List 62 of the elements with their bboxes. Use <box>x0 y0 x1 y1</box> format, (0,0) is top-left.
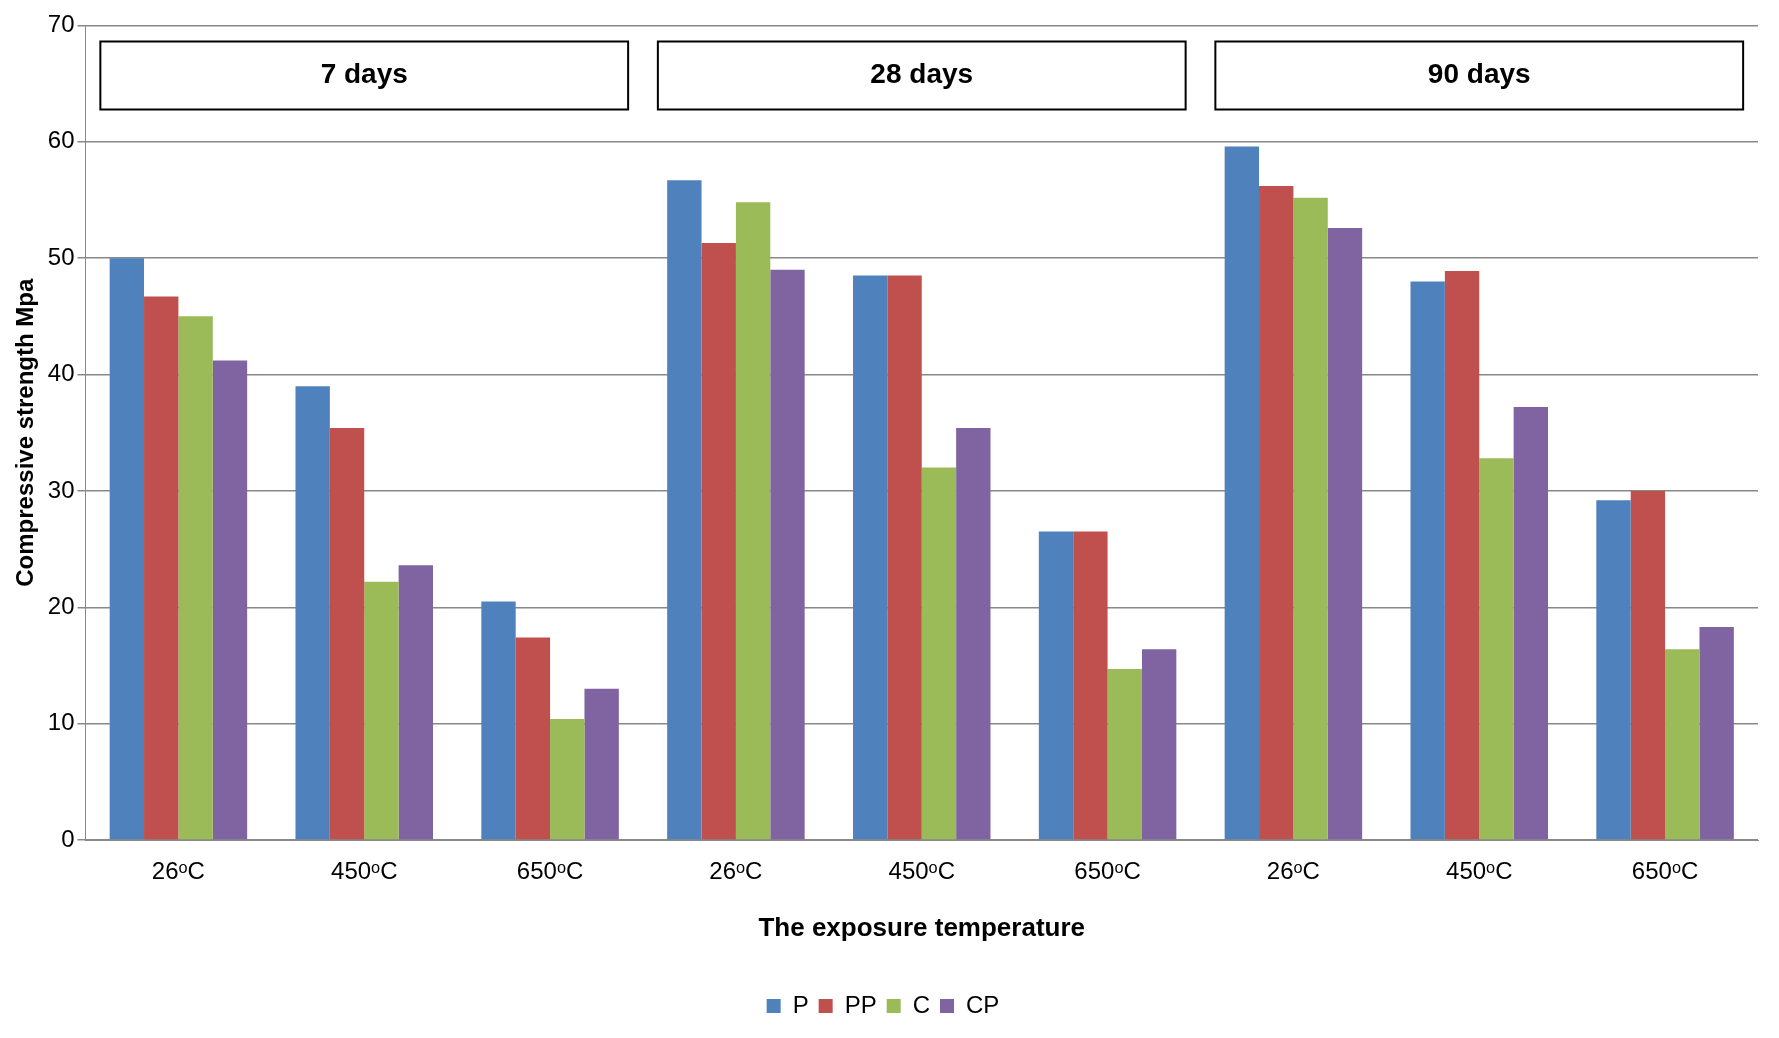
bar <box>550 718 585 840</box>
bar <box>1107 668 1142 840</box>
y-axis-title: Compressive strength Mpa <box>11 278 39 587</box>
bar <box>956 428 991 840</box>
y-tick-label: 0 <box>61 824 75 852</box>
bar <box>770 269 805 840</box>
x-tick-label: 650ᵒC <box>516 857 584 885</box>
y-tick-label: 50 <box>47 242 75 270</box>
bar <box>364 581 399 840</box>
bar <box>852 275 888 840</box>
bar <box>1596 500 1631 840</box>
bar <box>1073 531 1108 840</box>
x-tick-label: 450ᵒC <box>888 857 955 885</box>
bar <box>667 180 702 840</box>
bar <box>398 565 434 840</box>
bar <box>584 688 619 840</box>
y-tick-label: 60 <box>47 126 75 154</box>
bar <box>1327 227 1363 840</box>
bar <box>295 386 330 840</box>
bar <box>1224 146 1260 840</box>
legend-label: P <box>792 990 809 1018</box>
bar <box>1699 627 1734 840</box>
bar <box>1038 531 1074 840</box>
x-tick-label: 450ᵒC <box>1446 857 1513 885</box>
y-tick-label: 40 <box>47 359 75 387</box>
legend-label: PP <box>844 990 877 1018</box>
annotation: 90 days <box>1427 58 1531 90</box>
y-tick-label: 20 <box>47 591 75 619</box>
bar <box>144 296 179 840</box>
bar <box>735 202 771 840</box>
x-tick-label: 26ᵒC <box>151 857 205 885</box>
bar <box>1513 407 1549 840</box>
bar <box>329 428 365 840</box>
bar <box>212 360 248 840</box>
x-tick-label: 26ᵒC <box>709 857 763 885</box>
x-tick-label: 650ᵒC <box>1631 857 1699 885</box>
bar <box>887 275 922 840</box>
x-axis-title: The exposure temperature <box>758 911 1086 942</box>
bar <box>1293 197 1328 840</box>
bar <box>1630 490 1666 840</box>
y-tick-label: 10 <box>47 708 75 736</box>
y-tick-label: 70 <box>47 10 75 38</box>
x-tick-label: 450ᵒC <box>331 857 398 885</box>
bar <box>1259 185 1294 840</box>
x-tick-label: 650ᵒC <box>1074 857 1141 885</box>
bar <box>515 637 551 840</box>
bar <box>109 258 145 840</box>
x-tick-label: 26ᵒC <box>1266 857 1320 885</box>
legend-label: CP <box>966 990 1000 1018</box>
annotation: 7 days <box>320 58 408 90</box>
y-tick-label: 30 <box>47 475 75 503</box>
bar <box>1479 458 1514 840</box>
bar <box>1141 649 1177 840</box>
bar <box>701 243 736 840</box>
annotation: 28 days <box>870 58 974 90</box>
bar <box>921 467 957 840</box>
bar <box>481 601 516 840</box>
bar <box>1410 281 1445 840</box>
bar <box>1444 270 1480 840</box>
bar <box>178 316 213 840</box>
bar <box>1665 649 1700 840</box>
legend-label: C <box>912 990 931 1018</box>
